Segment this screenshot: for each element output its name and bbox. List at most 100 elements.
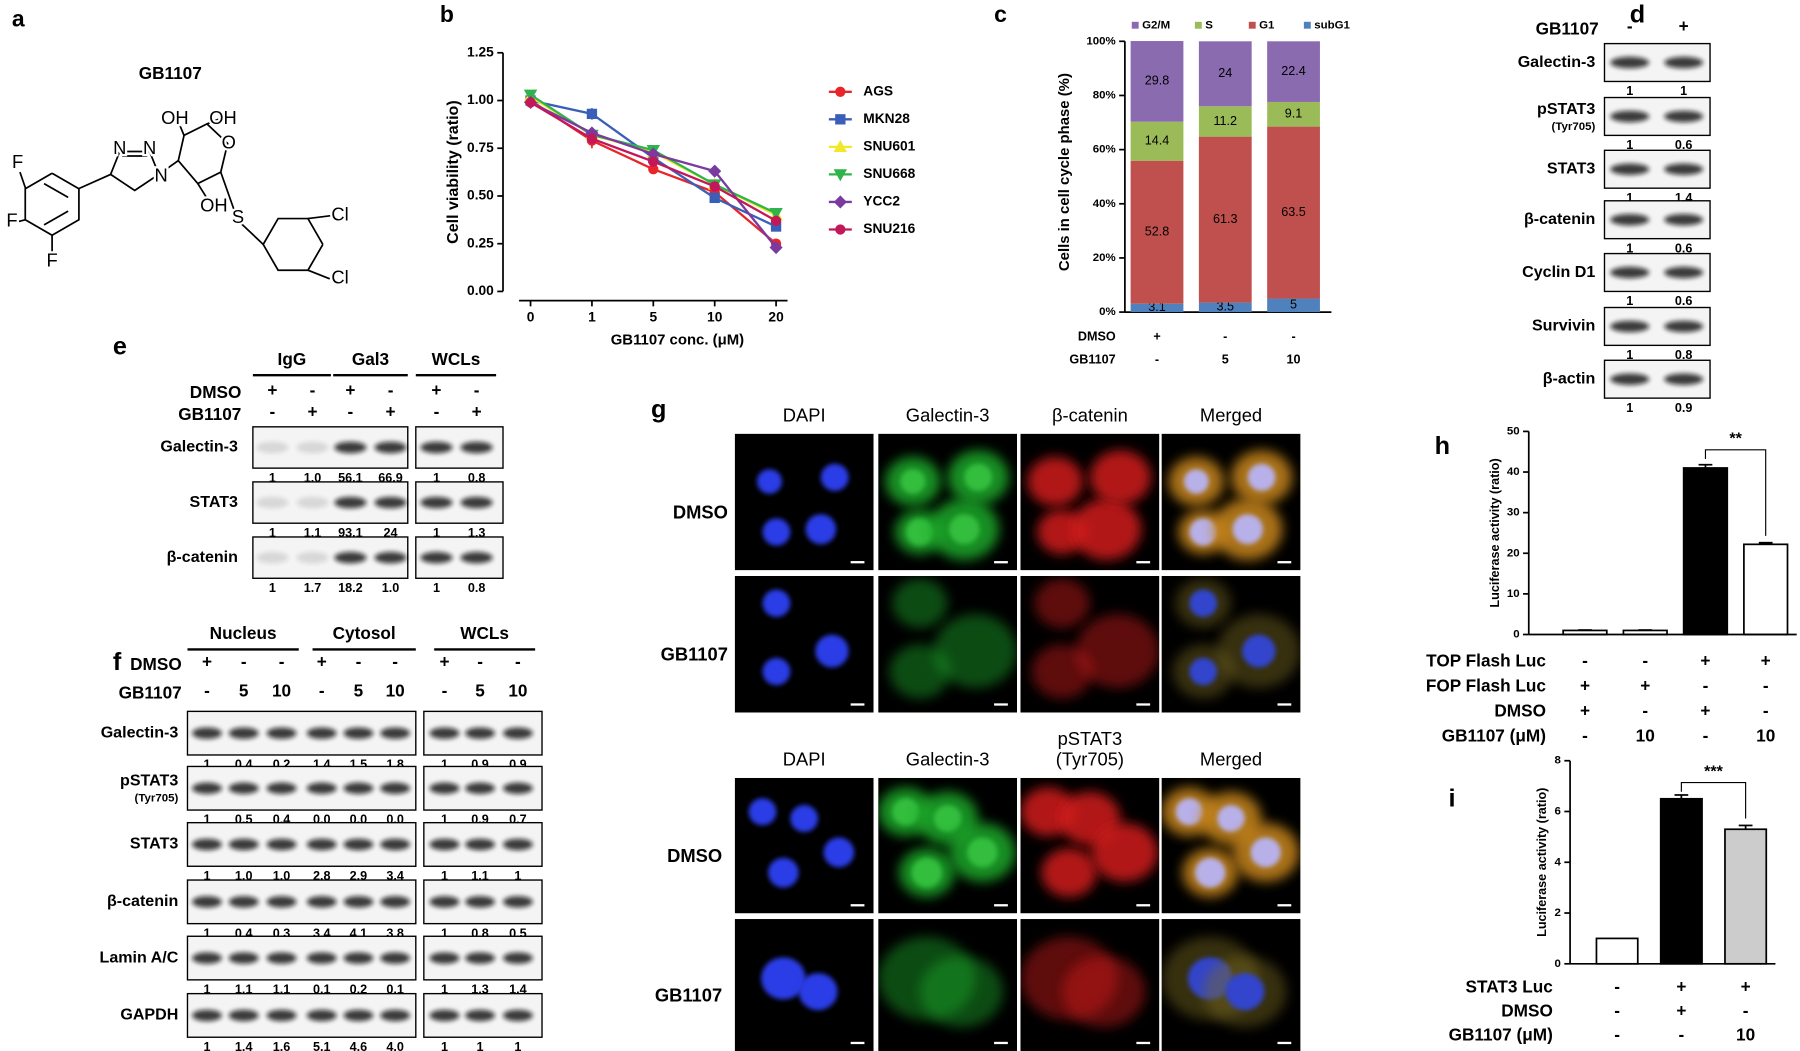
y-tick-label: 8 bbox=[1555, 755, 1562, 767]
significance-label: ** bbox=[1729, 430, 1742, 448]
quantification: 1 bbox=[1680, 84, 1687, 98]
condition-label: FOP Flash Luc bbox=[1426, 675, 1547, 695]
band bbox=[228, 952, 259, 964]
marker bbox=[648, 156, 659, 167]
blot-box bbox=[186, 879, 417, 925]
condition-value: + bbox=[386, 402, 396, 422]
nucleus bbox=[798, 973, 838, 1011]
micrograph bbox=[1161, 575, 1301, 713]
band bbox=[503, 952, 533, 964]
condition-label: STAT3 Luc bbox=[1466, 976, 1554, 996]
condition-value: - bbox=[1155, 353, 1159, 367]
column-header: DAPI bbox=[783, 404, 826, 425]
legend-label: G1 bbox=[1259, 19, 1275, 31]
band bbox=[334, 496, 367, 509]
y-tick-label: 20 bbox=[1507, 547, 1520, 559]
marker bbox=[709, 181, 720, 192]
band bbox=[266, 727, 297, 739]
band bbox=[503, 1009, 533, 1022]
cytoplasm bbox=[1091, 823, 1158, 882]
quantification: 1 bbox=[1626, 401, 1633, 415]
condition-value: - bbox=[434, 402, 440, 422]
quantification: 1 bbox=[441, 926, 448, 940]
band bbox=[374, 441, 407, 454]
band bbox=[1610, 163, 1650, 175]
quantification: 5.1 bbox=[313, 1040, 331, 1051]
row-label: GB1107 bbox=[655, 984, 722, 1005]
cytoplasm bbox=[919, 955, 1004, 1028]
micrograph bbox=[1020, 575, 1160, 713]
quantification: 0.6 bbox=[1675, 138, 1693, 152]
nucleus bbox=[820, 463, 849, 492]
band bbox=[296, 551, 329, 564]
condition-value: - bbox=[474, 380, 480, 400]
atom-label: Cl bbox=[331, 204, 348, 225]
micrograph bbox=[878, 433, 1018, 571]
panel-letter: c bbox=[994, 1, 1007, 27]
nucleus bbox=[905, 518, 934, 546]
bar-segment bbox=[1130, 121, 1184, 161]
band bbox=[266, 896, 297, 908]
micrograph-bg bbox=[734, 777, 874, 914]
row-label: Survivin bbox=[1532, 317, 1595, 335]
condition-value: + bbox=[317, 652, 327, 672]
panel-letter: i bbox=[1448, 784, 1455, 812]
band bbox=[306, 1009, 337, 1022]
quantification: 1 bbox=[477, 1040, 484, 1051]
band bbox=[256, 551, 289, 564]
condition-value: 5 bbox=[475, 680, 485, 700]
condition-value: - bbox=[356, 652, 362, 672]
condition-value: + bbox=[1153, 330, 1160, 344]
micrograph bbox=[1020, 777, 1160, 914]
condition-value: - bbox=[241, 652, 247, 672]
condition-value: - bbox=[1223, 330, 1227, 344]
quantification: 1 bbox=[441, 983, 448, 997]
condition-value: + bbox=[308, 402, 318, 422]
band bbox=[228, 838, 259, 851]
micrograph bbox=[734, 777, 874, 914]
condition-value: - bbox=[1703, 675, 1709, 695]
marker bbox=[586, 133, 598, 144]
cytoplasm bbox=[1027, 456, 1083, 507]
band bbox=[503, 727, 533, 739]
condition-value: - bbox=[1703, 725, 1709, 745]
cytoplasm bbox=[892, 578, 948, 628]
data-label: 61.3 bbox=[1213, 212, 1238, 226]
condition-value: - bbox=[204, 680, 210, 700]
condition-value: + bbox=[1676, 976, 1686, 996]
bond bbox=[78, 173, 111, 190]
y-tick-label: 0% bbox=[1099, 306, 1116, 318]
condition-value: + bbox=[431, 380, 441, 400]
condition-value: + bbox=[439, 652, 449, 672]
row-label: GAPDH bbox=[120, 1006, 178, 1024]
legend-label: YCC2 bbox=[863, 194, 900, 209]
legend-swatch bbox=[1194, 21, 1202, 29]
significance-bracket bbox=[1704, 449, 1767, 536]
compound-name: GB1107 bbox=[139, 63, 202, 83]
bar-segment bbox=[1130, 41, 1184, 122]
condition-value: - bbox=[279, 652, 285, 672]
band bbox=[374, 551, 407, 564]
nucleus bbox=[933, 805, 962, 833]
atom-label: OH bbox=[200, 194, 228, 215]
panel-letter: e bbox=[113, 332, 127, 360]
band bbox=[334, 441, 367, 454]
quantification: 1 bbox=[433, 471, 440, 485]
quantification: 1 bbox=[269, 581, 276, 595]
condition-value: + bbox=[345, 380, 355, 400]
row-label: pSTAT3 bbox=[1537, 100, 1595, 118]
quantification: 1 bbox=[441, 869, 448, 883]
blot-box bbox=[186, 765, 417, 811]
condition-value: + bbox=[1580, 700, 1590, 720]
row-label: Galectin-3 bbox=[1518, 53, 1596, 71]
condition-value: 5 bbox=[354, 680, 364, 700]
nucleus bbox=[762, 589, 791, 617]
quantification: 0.6 bbox=[1675, 294, 1693, 308]
bond bbox=[109, 150, 160, 192]
band bbox=[256, 441, 289, 454]
condition-label: GB1107 bbox=[178, 404, 241, 424]
y-tick-label: 10 bbox=[1507, 588, 1520, 600]
y-tick-label: 0.25 bbox=[467, 235, 494, 250]
